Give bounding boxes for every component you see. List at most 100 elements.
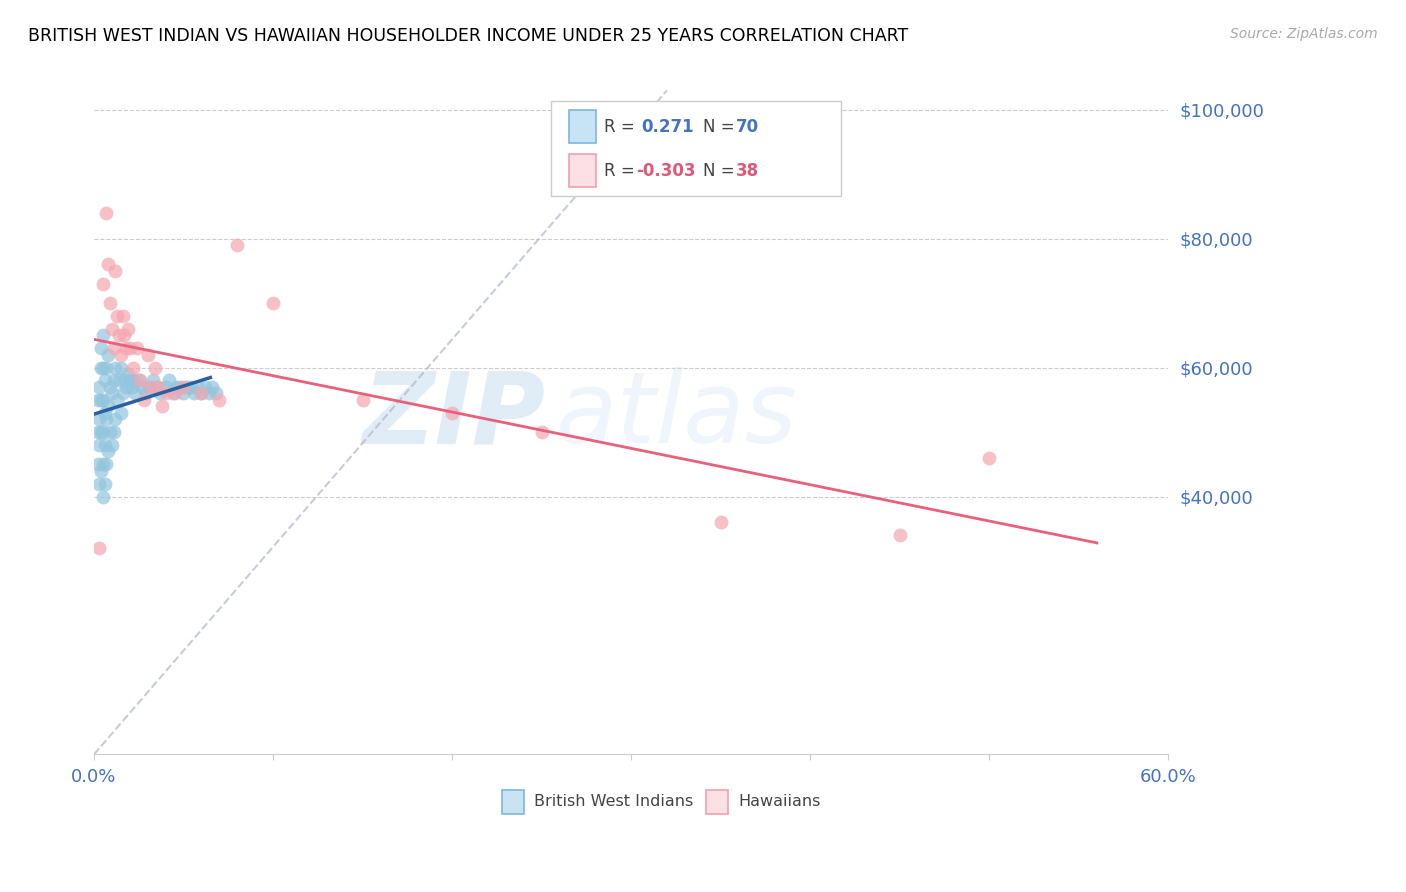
Point	[172, 386, 194, 401]
Point	[115, 341, 138, 355]
Point	[97, 444, 120, 458]
Point	[93, 374, 115, 388]
Point	[138, 380, 160, 394]
Point	[124, 386, 146, 401]
Point	[110, 406, 132, 420]
Point	[262, 296, 284, 310]
Point	[132, 392, 155, 407]
Point	[89, 380, 111, 394]
Point	[131, 380, 153, 394]
Point	[97, 348, 120, 362]
Point	[108, 374, 131, 388]
Point	[89, 438, 111, 452]
Point	[112, 374, 135, 388]
Point	[187, 380, 209, 394]
Point	[165, 380, 187, 394]
Text: Hawaiians: Hawaiians	[738, 795, 821, 809]
Point	[121, 380, 143, 394]
Point	[96, 412, 118, 426]
Point	[97, 399, 120, 413]
Text: BRITISH WEST INDIAN VS HAWAIIAN HOUSEHOLDER INCOME UNDER 25 YEARS CORRELATION CH: BRITISH WEST INDIAN VS HAWAIIAN HOUSEHOL…	[28, 27, 908, 45]
Point	[162, 386, 184, 401]
Text: British West Indians: British West Indians	[534, 795, 693, 809]
Point	[110, 348, 132, 362]
Point	[111, 386, 134, 401]
Point	[93, 406, 115, 420]
Point	[110, 360, 132, 375]
Text: ZIP: ZIP	[363, 368, 546, 465]
Point	[128, 374, 150, 388]
Point	[352, 392, 374, 407]
FancyBboxPatch shape	[569, 111, 596, 143]
Point	[90, 392, 112, 407]
Point	[141, 380, 163, 394]
Point	[103, 341, 125, 355]
Point	[155, 386, 177, 401]
FancyBboxPatch shape	[502, 790, 524, 814]
Point	[226, 238, 249, 252]
Point	[103, 374, 125, 388]
Point	[441, 406, 464, 420]
Point	[183, 386, 205, 401]
Point	[530, 425, 553, 439]
Point	[204, 386, 226, 401]
Point	[117, 367, 139, 381]
Point	[96, 206, 118, 220]
Point	[96, 458, 118, 472]
Text: 0.271: 0.271	[641, 118, 693, 136]
Point	[201, 380, 224, 394]
Point	[889, 528, 911, 542]
Point	[143, 360, 166, 375]
Point	[172, 380, 194, 394]
FancyBboxPatch shape	[569, 154, 596, 186]
Point	[86, 392, 108, 407]
Point	[190, 386, 212, 401]
Text: R =: R =	[605, 161, 640, 179]
Point	[208, 392, 231, 407]
Point	[90, 464, 112, 478]
Point	[117, 322, 139, 336]
Point	[180, 380, 202, 394]
Point	[103, 425, 125, 439]
Point	[115, 380, 138, 394]
Point	[111, 309, 134, 323]
Point	[97, 257, 120, 271]
Point	[93, 476, 115, 491]
Point	[91, 490, 114, 504]
Point	[90, 425, 112, 439]
Point	[91, 277, 114, 291]
Point	[149, 386, 172, 401]
Text: 38: 38	[735, 161, 759, 179]
Point	[91, 360, 114, 375]
Text: Source: ZipAtlas.com: Source: ZipAtlas.com	[1230, 27, 1378, 41]
Point	[135, 386, 157, 401]
Point	[122, 374, 145, 388]
Point	[163, 386, 186, 401]
Point	[197, 386, 219, 401]
Point	[104, 360, 127, 375]
Point	[118, 374, 141, 388]
Point	[145, 380, 167, 394]
Point	[176, 380, 198, 394]
Point	[101, 386, 124, 401]
Point	[104, 264, 127, 278]
Point	[101, 438, 124, 452]
Text: atlas: atlas	[555, 368, 797, 465]
Point	[105, 392, 128, 407]
Point	[129, 374, 152, 388]
Point	[91, 392, 114, 407]
Point	[96, 360, 118, 375]
Point	[89, 541, 111, 555]
Point	[101, 322, 124, 336]
Point	[91, 458, 114, 472]
Point	[150, 399, 173, 413]
Point	[118, 341, 141, 355]
Text: -0.303: -0.303	[637, 161, 696, 179]
Point	[86, 458, 108, 472]
Point	[979, 450, 1001, 465]
Point	[98, 296, 121, 310]
Point	[91, 425, 114, 439]
Point	[122, 360, 145, 375]
Point	[90, 341, 112, 355]
Point	[104, 412, 127, 426]
